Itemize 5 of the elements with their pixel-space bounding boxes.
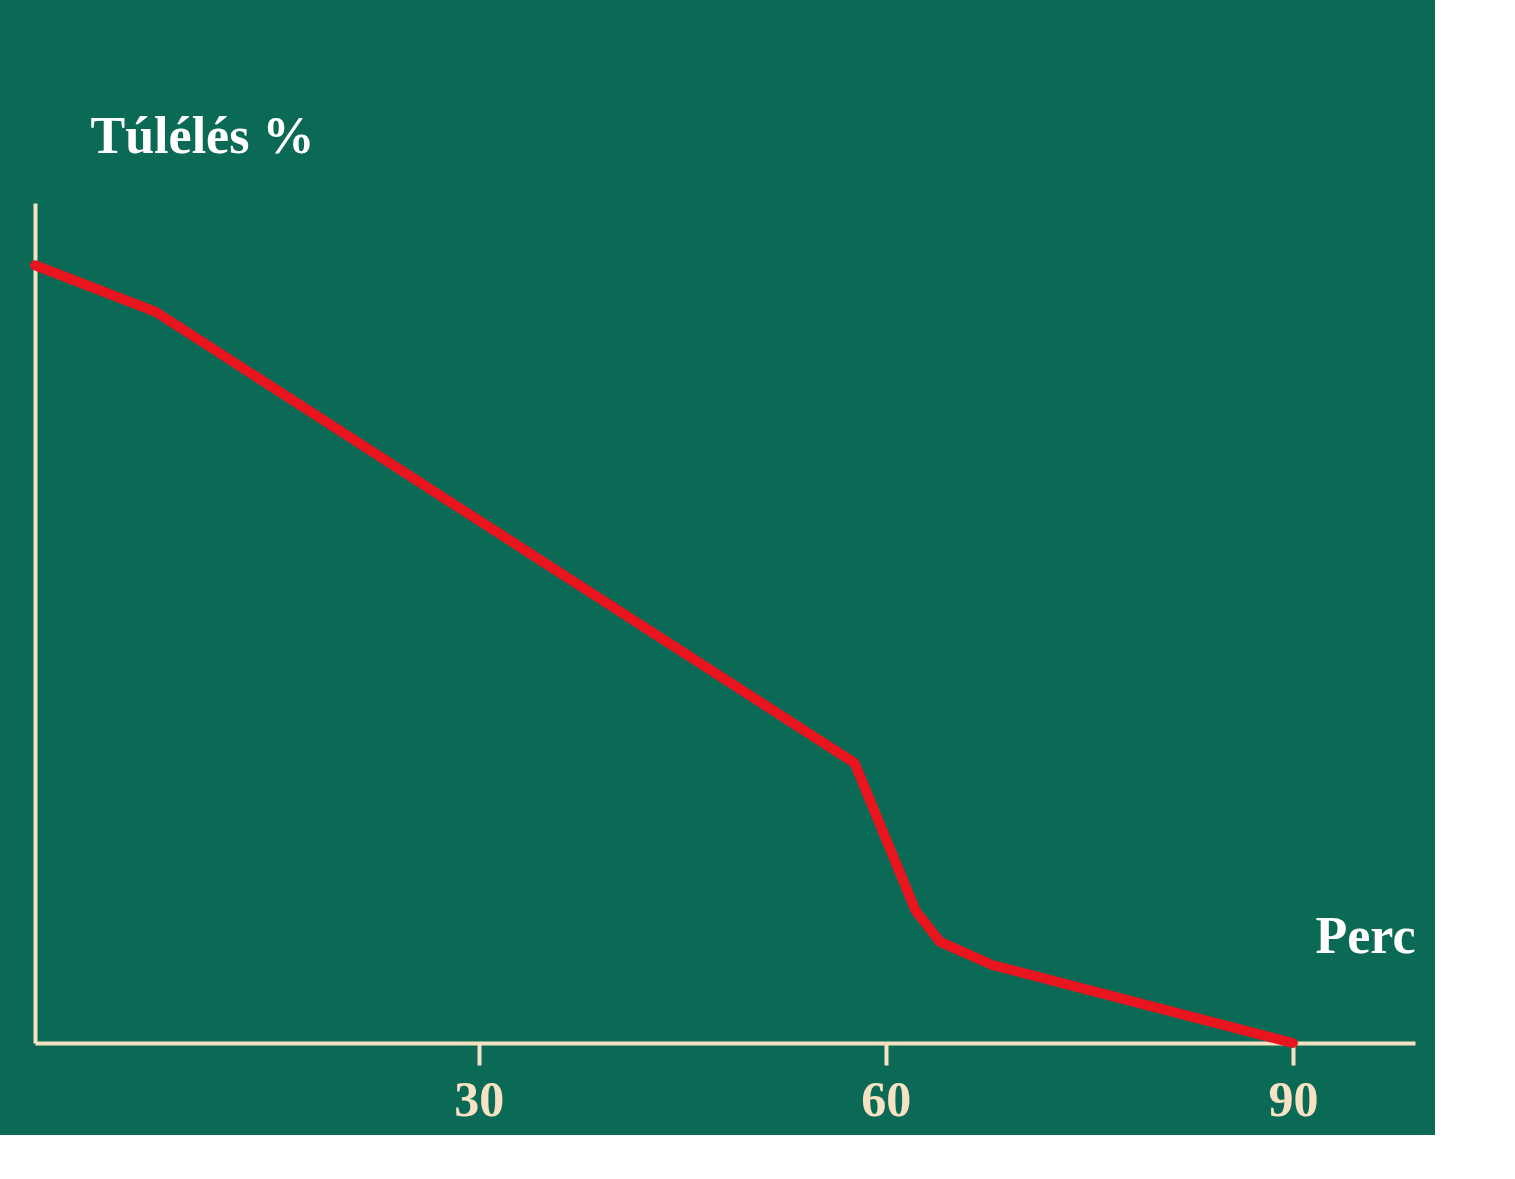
x-axis-title: Perc — [1315, 906, 1416, 964]
y-axis-title: Túlélés % — [90, 106, 315, 164]
x-tick-label: 60 — [861, 1070, 912, 1127]
x-tick-label: 30 — [454, 1070, 505, 1127]
x-tick-label: 90 — [1268, 1070, 1319, 1127]
